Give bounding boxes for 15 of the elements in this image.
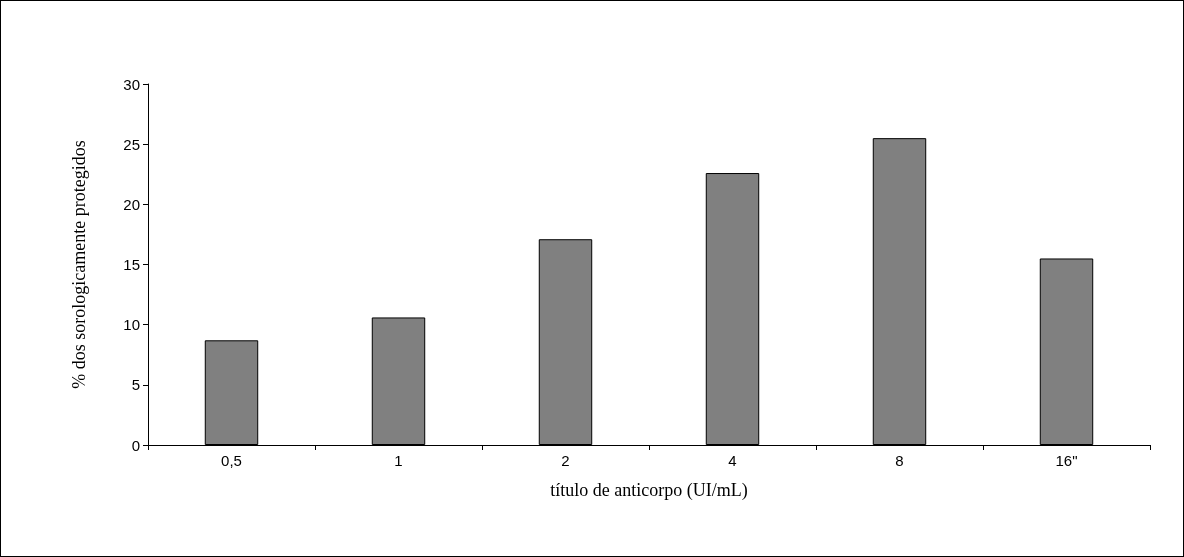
y-tick-label: 20	[123, 195, 140, 213]
y-tick-label: 10	[123, 316, 140, 334]
x-tick-label: 16"	[1055, 452, 1078, 469]
y-tick-label: 5	[131, 376, 140, 394]
x-tick-label: 2	[561, 452, 570, 469]
y-axis-title: % dos sorologicamente protegidos	[69, 140, 89, 389]
y-tick-label: 15	[123, 256, 140, 273]
y-tick-label: 30	[123, 75, 140, 93]
x-axis-title: título de anticorpo (UI/mL)	[550, 480, 748, 501]
y-tick-label: 0	[131, 436, 140, 454]
x-tick-label: 0,5	[221, 452, 242, 469]
x-tick-label: 8	[895, 452, 904, 469]
y-tick-label: 25	[123, 135, 140, 153]
x-tick-label: 4	[728, 452, 737, 469]
x-tick-label: 1	[394, 452, 403, 469]
